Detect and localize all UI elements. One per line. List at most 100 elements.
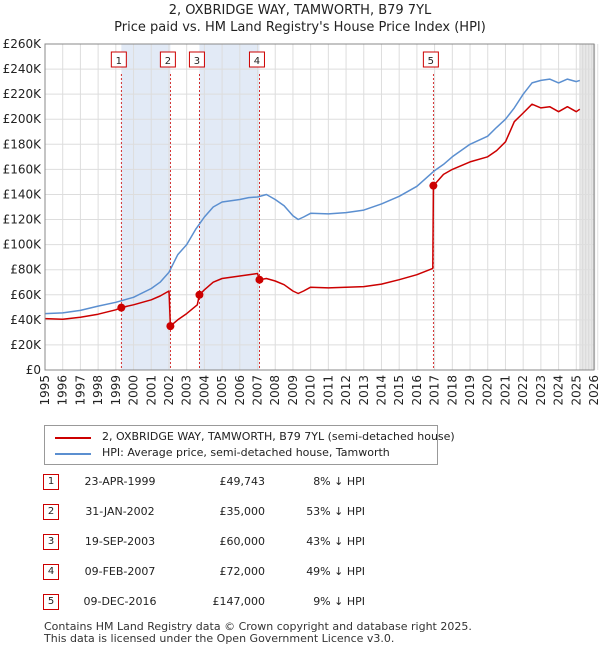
transaction-number-badge: 5 [43, 594, 59, 610]
x-tick-label: 2019 [463, 375, 477, 406]
x-tick-label: 2006 [233, 375, 247, 406]
y-tick-label: £180K [3, 137, 43, 151]
legend-swatch-hpi [55, 453, 91, 455]
sale-number-label: 5 [428, 56, 434, 67]
y-tick-label: £260K [3, 37, 43, 51]
chart-legend: 2, OXBRIDGE WAY, TAMWORTH, B79 7YL (semi… [44, 425, 455, 465]
transaction-price: £60,000 [219, 535, 266, 548]
x-tick-label: 2026 [587, 375, 600, 406]
price-chart: 1 2 3 4 5 £0 £20K £40K £60K £80K £100K £120K £140K £… [3, 37, 600, 406]
x-tick-label: 2002 [162, 375, 176, 406]
shaded-span [121, 44, 171, 370]
chart-title: 2, OXBRIDGE WAY, TAMWORTH, B79 7YL [168, 3, 432, 18]
property-price-line [44, 103, 581, 327]
table-row: 4 09-FEB-2007 £72,000 49% ↓ HPI [43, 563, 443, 583]
y-tick-label: £100K [3, 238, 43, 252]
y-tick-label: £20K [10, 338, 42, 352]
x-tick-label: 2004 [197, 375, 211, 406]
chart-subtitle: Price paid vs. HM Land Registry's House … [114, 20, 486, 35]
sale-number-label: 1 [116, 56, 122, 67]
legend-label-property: 2, OXBRIDGE WAY, TAMWORTH, B79 7YL (semi… [102, 430, 455, 443]
table-row: 3 19-SEP-2003 £60,000 43% ↓ HPI [43, 533, 443, 553]
sale-point [255, 275, 264, 284]
y-tick-label: £160K [3, 162, 43, 176]
y-tick-label: £120K [3, 213, 43, 227]
y-tick-label: £240K [3, 62, 43, 76]
shaded-span [199, 44, 260, 370]
x-tick-label: 1995 [38, 375, 52, 406]
legend-swatch-property [55, 437, 91, 439]
y-tick-label: £200K [3, 112, 43, 126]
x-tick-label: 2016 [410, 375, 424, 406]
table-row: 2 31-JAN-2002 £35,000 53% ↓ HPI [43, 503, 443, 523]
sale-number-box [159, 51, 176, 68]
sale-point [195, 290, 204, 299]
x-tick-label: 2014 [374, 375, 388, 406]
x-tick-label: 2025 [569, 375, 583, 406]
transaction-number-badge: 3 [43, 534, 59, 550]
shaded-span [579, 44, 594, 370]
x-tick-label: 2020 [481, 375, 495, 406]
y-tick-label: £140K [3, 187, 43, 201]
transaction-hpi-diff: 49% ↓ HPI [306, 565, 365, 578]
x-tick-label: 1997 [73, 375, 87, 406]
transaction-date: 23-APR-1999 [84, 475, 156, 488]
x-tick-label: 2009 [286, 375, 300, 406]
transaction-hpi-diff: 43% ↓ HPI [306, 535, 365, 548]
transaction-date: 31-JAN-2002 [85, 505, 155, 518]
sale-number-label: 2 [165, 56, 171, 67]
x-tick-label: 2013 [357, 375, 371, 406]
x-tick-label: 2021 [498, 375, 512, 406]
transaction-price: £49,743 [219, 475, 266, 488]
transaction-hpi-diff: 8% ↓ HPI [313, 475, 365, 488]
copyright-notice: Contains HM Land Registry data © Crown c… [44, 620, 472, 633]
x-tick-label: 2011 [321, 375, 335, 406]
y-tick-label: £0 [26, 363, 41, 377]
y-tick-label: £40K [10, 313, 42, 327]
transaction-price: £72,000 [219, 565, 266, 578]
sale-point [166, 322, 175, 331]
x-tick-label: 2005 [215, 375, 229, 406]
licence-notice: This data is licensed under the Open Gov… [44, 632, 395, 645]
sale-number-box [248, 51, 265, 68]
transaction-number-badge: 2 [43, 504, 59, 520]
sale-point [117, 303, 126, 312]
transaction-hpi-diff: 53% ↓ HPI [306, 505, 365, 518]
transaction-number-badge: 1 [43, 474, 59, 490]
x-tick-label: 2024 [552, 375, 566, 406]
transaction-date: 19-SEP-2003 [84, 535, 156, 548]
transaction-price: £35,000 [219, 505, 266, 518]
transaction-date: 09-DEC-2016 [83, 595, 157, 608]
x-tick-label: 2017 [428, 375, 442, 406]
table-row: 5 09-DEC-2016 £147,000 9% ↓ HPI [43, 593, 443, 613]
x-tick-label: 2010 [304, 375, 318, 406]
sale-number-box [110, 51, 127, 68]
x-tick-label: 2012 [339, 375, 353, 406]
transaction-hpi-diff: 9% ↓ HPI [313, 595, 365, 608]
hpi-line [44, 78, 581, 315]
sale-number-label: 3 [194, 56, 200, 67]
table-row: 1 23-APR-1999 £49,743 8% ↓ HPI [43, 473, 443, 493]
legend-label-hpi: HPI: Average price, semi-detached house,… [102, 446, 390, 459]
x-tick-label: 1996 [56, 375, 70, 406]
sale-number-box [422, 51, 439, 68]
x-tick-label: 2003 [180, 375, 194, 406]
transaction-price: £147,000 [212, 595, 266, 608]
x-tick-label: 2000 [127, 375, 141, 406]
x-tick-label: 2001 [144, 375, 158, 406]
y-tick-label: £220K [3, 87, 43, 101]
x-tick-label: 1998 [91, 375, 105, 406]
transaction-date: 09-FEB-2007 [84, 565, 156, 578]
x-tick-label: 2008 [268, 375, 282, 406]
transaction-number-badge: 4 [43, 564, 59, 580]
x-tick-label: 2023 [534, 375, 548, 406]
x-tick-label: 1999 [109, 375, 123, 406]
y-tick-label: £60K [10, 288, 42, 302]
sale-number-label: 4 [254, 56, 260, 67]
x-tick-label: 2015 [392, 375, 406, 406]
x-tick-label: 2018 [445, 375, 459, 406]
x-tick-label: 2007 [251, 375, 265, 406]
y-tick-label: £80K [10, 263, 42, 277]
x-tick-label: 2022 [516, 375, 530, 406]
sale-point [429, 181, 438, 190]
